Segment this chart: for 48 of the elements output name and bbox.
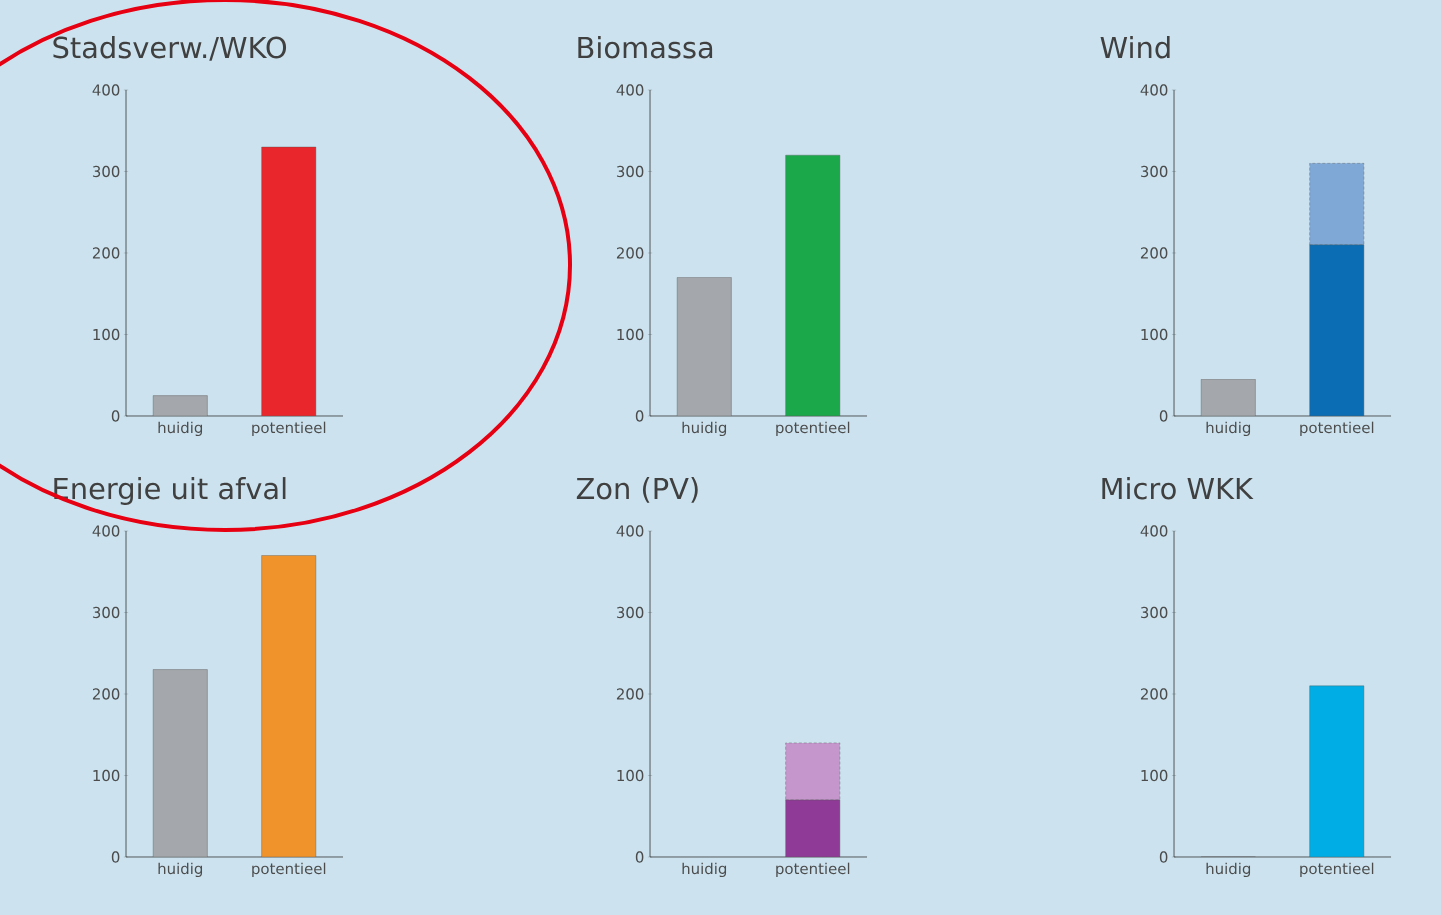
y-tick-label: 200 xyxy=(616,688,644,700)
y-tick-label: 200 xyxy=(1140,688,1168,700)
y-tick-label: 0 xyxy=(111,851,120,863)
x-tick-label: potentieel xyxy=(776,421,850,437)
y-tick-label: 200 xyxy=(92,688,120,700)
x-tick-label: huidig xyxy=(682,862,727,878)
y-tick-label: 100 xyxy=(617,328,644,341)
y-tick-label: 0 xyxy=(1159,410,1168,422)
y-tick-label: 200 xyxy=(92,247,120,259)
y-tick-label: 400 xyxy=(616,84,644,96)
y-tick-label: 100 xyxy=(93,769,120,782)
y-tick-label: 300 xyxy=(92,165,120,178)
y-tick-label: 100 xyxy=(1141,769,1168,782)
chart-title: Zon (PV) xyxy=(576,477,698,503)
chart-title: Wind xyxy=(1100,36,1170,59)
chart-title: Micro WKK xyxy=(1102,477,1254,500)
y-tick-label: 400 xyxy=(616,525,644,537)
y-tick-label: 0 xyxy=(111,410,120,422)
chart-title: Stadsverw./WKO xyxy=(53,36,287,61)
x-tick-label: potentieel xyxy=(252,862,326,878)
chart-title: Biomassa xyxy=(578,36,713,59)
y-tick-label: 400 xyxy=(1140,84,1168,96)
x-tick-label: huidig xyxy=(158,421,203,437)
y-tick-label: 200 xyxy=(1140,247,1168,259)
chart-title: Energie uit afval xyxy=(54,477,286,506)
y-tick-label: 100 xyxy=(617,769,644,782)
y-tick-label: 100 xyxy=(93,328,120,341)
y-tick-label: 0 xyxy=(635,410,644,422)
y-tick-label: 400 xyxy=(1140,525,1168,537)
x-tick-label: potentieel xyxy=(1300,862,1374,878)
x-tick-label: huidig xyxy=(1206,862,1251,878)
y-tick-label: 0 xyxy=(635,851,644,863)
x-tick-label: potentieel xyxy=(1300,421,1374,437)
y-tick-label: 300 xyxy=(1141,165,1168,178)
x-tick-label: potentieel xyxy=(776,862,850,878)
x-tick-label: huidig xyxy=(682,421,727,437)
y-tick-label: 300 xyxy=(92,606,120,619)
y-tick-label: 200 xyxy=(616,247,644,259)
y-tick-label: 400 xyxy=(92,84,120,96)
y-tick-label: 300 xyxy=(1141,606,1168,619)
y-tick-label: 300 xyxy=(616,165,644,178)
y-tick-label: 400 xyxy=(92,525,120,537)
x-tick-label: huidig xyxy=(158,862,203,878)
x-tick-label: huidig xyxy=(1206,421,1251,437)
y-tick-label: 100 xyxy=(1141,328,1168,341)
x-tick-label: potentieel xyxy=(252,421,326,437)
y-tick-label: 0 xyxy=(1159,851,1168,863)
y-tick-label: 300 xyxy=(616,606,644,619)
